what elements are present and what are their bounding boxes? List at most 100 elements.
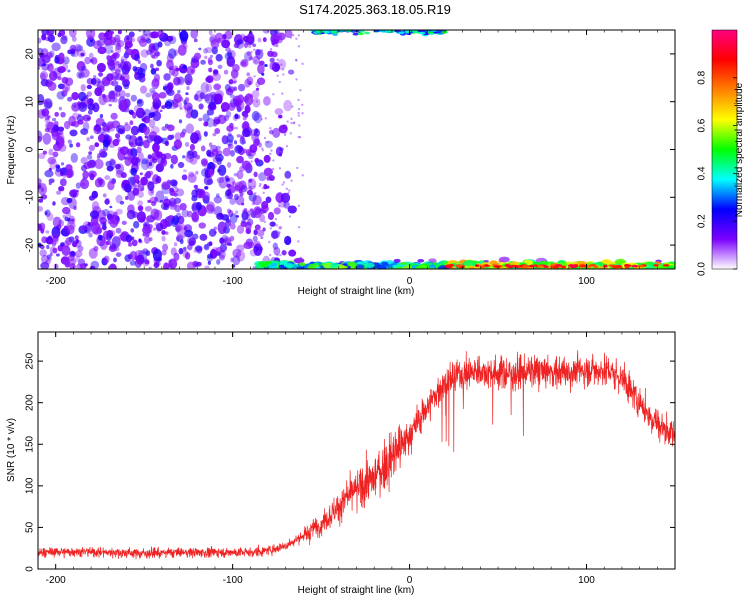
heatmap-cell <box>155 223 164 232</box>
heatmap-cell <box>357 32 364 36</box>
heatmap-cell <box>190 30 199 39</box>
heatmap-cell <box>207 260 211 265</box>
heatmap-cell <box>200 59 206 65</box>
heatmap-cell <box>95 117 105 127</box>
heatmap-cell <box>144 259 150 265</box>
heatmap-cell <box>248 185 253 191</box>
heatmap-cell <box>236 244 245 252</box>
heatmap-cell <box>200 82 210 94</box>
heatmap-cell <box>182 64 188 70</box>
heatmap-cell <box>247 149 256 157</box>
heatmap-cell <box>243 207 248 212</box>
heatmap-cell <box>125 134 132 140</box>
heatmap-cell <box>117 63 122 69</box>
heatmap-cell <box>213 122 217 127</box>
heatmap-cell <box>363 31 370 35</box>
heatmap-cell <box>80 84 86 92</box>
heatmap-cell <box>66 197 73 204</box>
heatmap-cell <box>57 32 62 38</box>
heatmap-cell <box>67 96 73 102</box>
heatmap-cell <box>123 61 132 72</box>
heatmap-cell <box>193 249 197 253</box>
heatmap-cell <box>165 231 169 235</box>
heatmap-cell <box>177 44 187 56</box>
heatmap-cell <box>177 76 185 86</box>
heatmap-cell <box>78 101 88 112</box>
heatmap-cell <box>161 235 166 242</box>
heatmap-cell <box>110 112 118 120</box>
heatmap-cell <box>229 150 235 157</box>
heatmap-cell <box>332 33 339 36</box>
heatmap-cell <box>120 172 127 179</box>
heatmap-cell <box>102 95 112 103</box>
y-tick-label: -20 <box>25 237 36 252</box>
heatmap-cell <box>115 91 121 98</box>
heatmap-cell <box>142 139 150 149</box>
heatmap-cell <box>49 159 58 170</box>
heatmap-cell <box>132 66 138 72</box>
heatmap-cell <box>270 149 273 152</box>
heatmap-cell <box>142 226 152 234</box>
heatmap-cell <box>430 30 437 33</box>
snr-panel: -200 -100 0 100 0 50 100 150 200 250 Height of s… <box>6 331 676 596</box>
heatmap-cell <box>162 243 169 252</box>
heatmap-cell <box>76 45 84 52</box>
heatmap-cell <box>110 50 114 53</box>
heatmap-cell <box>260 236 264 240</box>
heatmap-cell <box>253 138 260 147</box>
heatmap-y-ticks: -20 -10 0 10 20 <box>25 48 675 252</box>
heatmap-cell <box>79 178 90 190</box>
heatmap-cell <box>244 93 254 106</box>
heatmap-cell <box>115 163 125 175</box>
heatmap-cell <box>97 46 107 55</box>
heatmap-cell <box>113 60 123 73</box>
heatmap-cell <box>75 239 79 244</box>
heatmap-cell <box>125 92 131 98</box>
heatmap-cell <box>234 126 239 130</box>
heatmap-cell <box>82 114 91 122</box>
heatmap-cell <box>193 38 198 43</box>
heatmap-cell <box>177 215 185 225</box>
heatmap-cell <box>268 175 275 181</box>
heatmap-cell <box>281 250 287 256</box>
heatmap-cell <box>236 134 241 138</box>
heatmap-cell <box>140 217 146 222</box>
heatmap-cell <box>115 208 123 215</box>
heatmap-cell <box>48 70 58 81</box>
heatmap-cell <box>155 175 162 184</box>
heatmap-cell <box>274 218 278 221</box>
heatmap-cell <box>209 91 217 98</box>
heatmap-cell <box>243 148 248 154</box>
heatmap-cell <box>120 179 130 192</box>
heatmap-cell <box>86 154 93 160</box>
heatmap-cell <box>159 109 163 113</box>
heatmap-cell <box>474 264 480 267</box>
heatmap-cell <box>219 237 225 244</box>
heatmap-cell <box>217 64 223 70</box>
heatmap-cell <box>179 202 187 211</box>
heatmap-cell <box>88 144 95 152</box>
heatmap-cell <box>46 213 54 222</box>
heatmap-cell <box>39 222 46 231</box>
heatmap-cell <box>103 255 110 264</box>
heatmap-cell <box>262 191 265 195</box>
heatmap-cell <box>455 264 463 267</box>
heatmap-cell <box>263 220 266 224</box>
heatmap-cell <box>186 150 195 160</box>
heatmap-cell <box>146 38 152 44</box>
heatmap-cell <box>164 202 170 208</box>
y-tick-label: 20 <box>25 48 36 60</box>
heatmap-cell <box>184 229 194 238</box>
heatmap-cell <box>77 245 84 252</box>
heatmap-cell <box>87 221 91 226</box>
heatmap-cell <box>253 229 258 236</box>
heatmap-cell <box>148 119 156 128</box>
heatmap-cell <box>203 175 213 186</box>
heatmap-cell <box>256 229 265 237</box>
heatmap-cell <box>264 117 268 120</box>
heatmap-cell <box>131 239 138 247</box>
heatmap-cell <box>314 30 321 33</box>
heatmap-cell <box>59 178 67 187</box>
heatmap-cell <box>215 153 224 162</box>
heatmap-cell <box>222 147 231 157</box>
